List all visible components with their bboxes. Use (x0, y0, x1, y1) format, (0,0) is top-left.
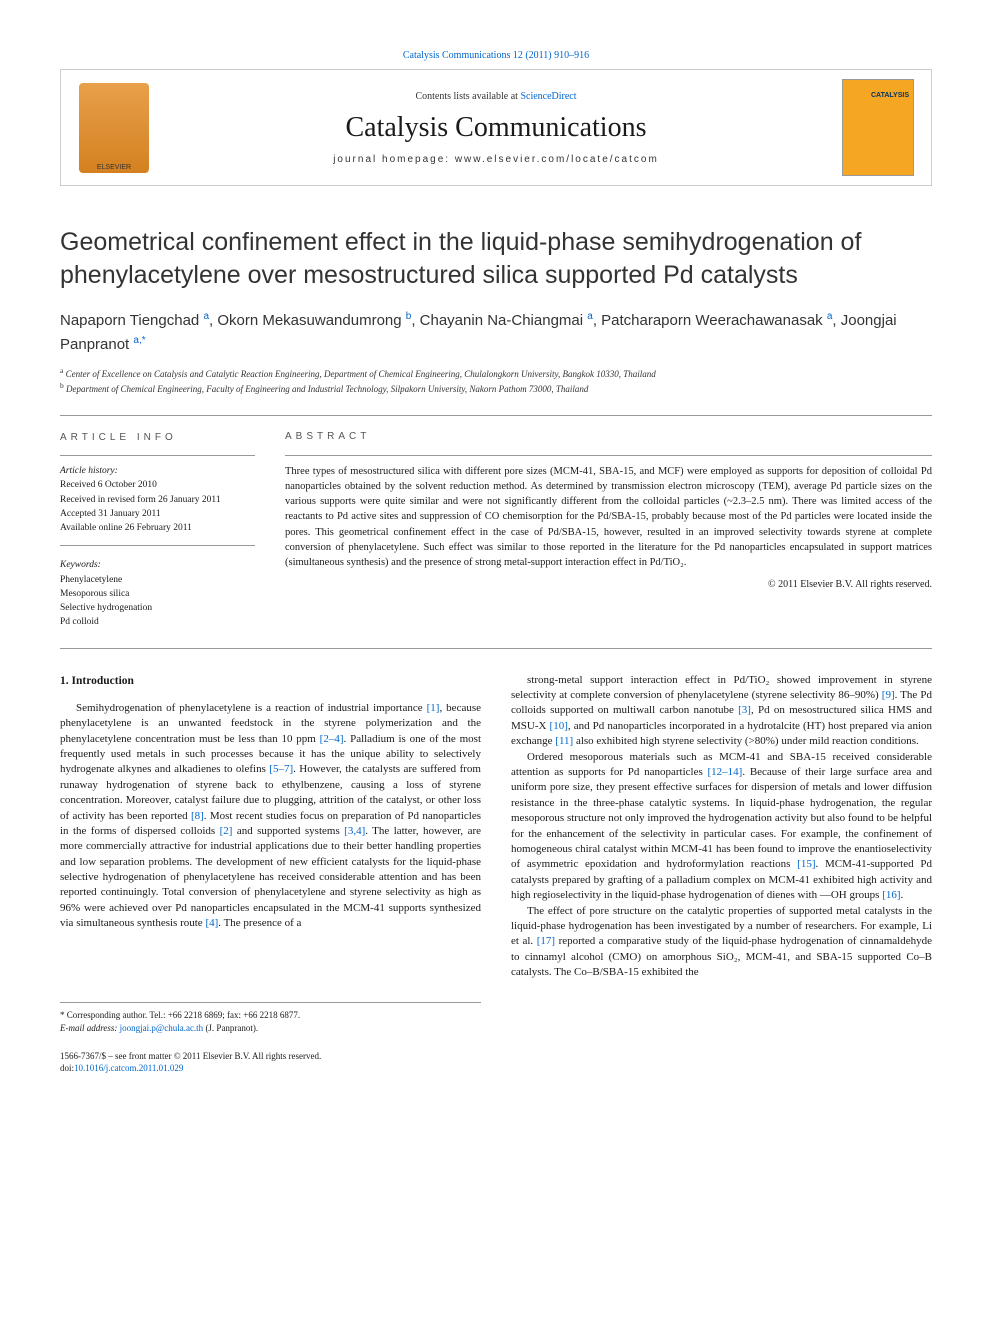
corresponding-email-link[interactable]: joongjai.p@chula.ac.th (120, 1023, 204, 1033)
keywords-label: Keywords: (60, 558, 255, 572)
abstract-text: Three types of mesostructured silica wit… (285, 464, 932, 571)
journal-name: Catalysis Communications (346, 112, 647, 144)
section-heading-intro: 1. Introduction (60, 673, 481, 689)
abstract-copyright: © 2011 Elsevier B.V. All rights reserved… (285, 578, 932, 593)
abstract-heading: ABSTRACT (285, 430, 932, 445)
intro-paragraph: The effect of pore structure on the cata… (511, 904, 932, 981)
affiliations: a Center of Excellence on Catalysis and … (60, 366, 932, 395)
header-center: Contents lists available at ScienceDirec… (167, 70, 825, 185)
authors-list: Napaporn Tiengchad a, Okorn Mekasuwandum… (60, 309, 932, 356)
received-date: Received 6 October 2010 (60, 478, 255, 492)
journal-cover-thumbnail (825, 70, 931, 185)
journal-header: Contents lists available at ScienceDirec… (60, 69, 932, 186)
article-info-heading: ARTICLE INFO (60, 430, 255, 445)
revised-date: Received in revised form 26 January 2011 (60, 493, 255, 507)
keyword: Mesoporous silica (60, 587, 255, 601)
online-date: Available online 26 February 2011 (60, 521, 255, 535)
keyword: Selective hydrogenation (60, 601, 255, 615)
article-title: Geometrical confinement effect in the li… (60, 226, 932, 291)
article-info-block: ARTICLE INFO Article history: Received 6… (60, 430, 255, 630)
keyword: Phenylacetylene (60, 573, 255, 587)
body-column-right: strong-metal support interaction effect … (511, 673, 932, 1075)
intro-paragraph: Ordered mesoporous materials such as MCM… (511, 750, 932, 904)
keyword: Pd colloid (60, 615, 255, 629)
body-column-left: 1. Introduction Semihydrogenation of phe… (60, 673, 481, 1075)
intro-paragraph: Semihydrogenation of phenylacetylene is … (60, 701, 481, 932)
citation-header[interactable]: Catalysis Communications 12 (2011) 910–9… (60, 50, 932, 61)
corresponding-author-note: * Corresponding author. Tel.: +66 2218 6… (60, 1002, 481, 1036)
sciencedirect-link[interactable]: ScienceDirect (520, 91, 576, 102)
accepted-date: Accepted 31 January 2011 (60, 507, 255, 521)
homepage-line: journal homepage: www.elsevier.com/locat… (333, 154, 659, 165)
doi-link[interactable]: 10.1016/j.catcom.2011.01.029 (74, 1063, 183, 1073)
issn-doi-block: 1566-7367/$ – see front matter © 2011 El… (60, 1050, 481, 1075)
abstract-block: ABSTRACT Three types of mesostructured s… (285, 430, 932, 630)
body-text: 1. Introduction Semihydrogenation of phe… (60, 673, 932, 1075)
history-label: Article history: (60, 464, 255, 478)
elsevier-logo (61, 70, 167, 185)
contents-line: Contents lists available at ScienceDirec… (415, 91, 576, 102)
intro-paragraph: strong-metal support interaction effect … (511, 673, 932, 750)
